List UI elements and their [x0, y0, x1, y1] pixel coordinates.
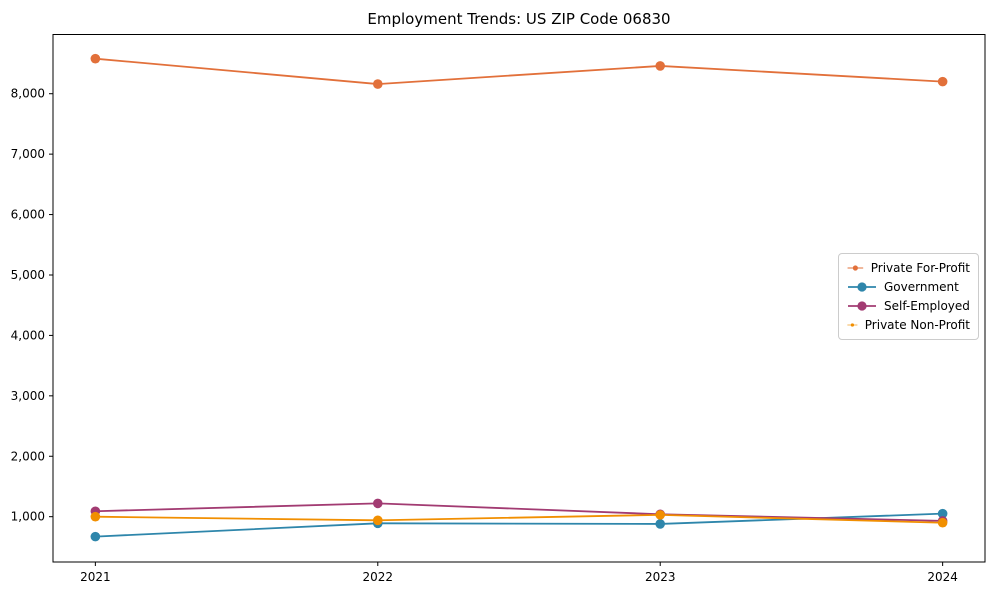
svg-text:1,000: 1,000: [11, 510, 45, 524]
legend-label-self-employed: Self-Employed: [884, 298, 970, 313]
svg-text:2023: 2023: [645, 570, 676, 584]
line-dot-marker-icon: [848, 301, 876, 311]
legend-item-government: Government: [847, 278, 970, 297]
svg-text:7,000: 7,000: [11, 147, 45, 161]
legend: Private For-Profit Government Self-Emplo…: [838, 253, 979, 340]
svg-text:2,000: 2,000: [11, 449, 45, 463]
legend-label-private-non-profit: Private Non-Profit: [864, 317, 970, 332]
legend-label-private-for-profit: Private For-Profit: [870, 261, 970, 276]
legend-item-private-for-profit: Private For-Profit: [847, 259, 970, 278]
legend-item-self-employed: Self-Employed: [847, 297, 970, 316]
svg-text:8,000: 8,000: [11, 87, 45, 101]
line-dot-marker-icon: [848, 282, 876, 292]
svg-text:2021: 2021: [80, 570, 111, 584]
svg-text:4,000: 4,000: [11, 328, 45, 342]
svg-text:3,000: 3,000: [11, 389, 45, 403]
svg-text:2024: 2024: [927, 570, 958, 584]
legend-label-government: Government: [884, 280, 959, 295]
legend-item-private-non-profit: Private Non-Profit: [847, 315, 970, 334]
svg-text:5,000: 5,000: [11, 268, 45, 282]
svg-text:2022: 2022: [363, 570, 394, 584]
chart-title: Employment Trends: US ZIP Code 06830: [367, 10, 671, 28]
svg-text:6,000: 6,000: [11, 208, 45, 222]
line-dot-marker-icon: [847, 265, 864, 271]
line-dot-marker-icon: [847, 322, 858, 327]
